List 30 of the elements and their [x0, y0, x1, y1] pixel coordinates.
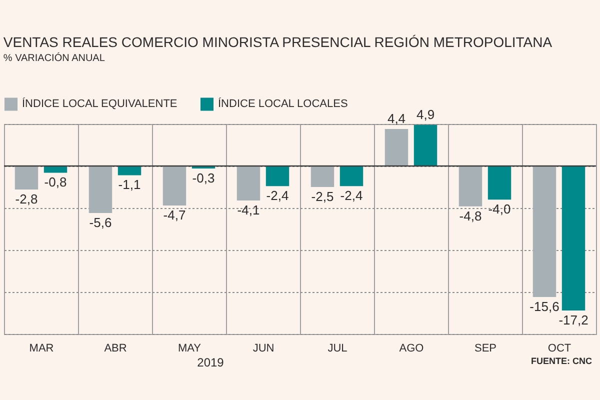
- x-tick-label: MAY: [178, 342, 202, 354]
- data-label: -4,8: [459, 208, 482, 224]
- data-label: -17,2: [558, 312, 588, 328]
- x-axis-title: 2019: [197, 356, 224, 370]
- x-tick-label: MAR: [29, 342, 54, 354]
- data-label: -0,3: [192, 170, 215, 186]
- legend-label: ÍNDICE LOCAL LOCALES: [218, 97, 348, 110]
- data-label: -2,5: [311, 189, 334, 204]
- source-note: FUENTE: CNC: [531, 356, 592, 366]
- data-label: -4,7: [163, 207, 186, 222]
- data-label: -4,0: [488, 202, 511, 217]
- legend-label: ÍNDICE LOCAL EQUIVALENTE: [22, 97, 178, 110]
- data-label: -15,6: [530, 299, 560, 314]
- data-label: -4,1: [237, 202, 260, 218]
- data-label: 4,4: [387, 111, 406, 126]
- x-tick-label: SEP: [474, 342, 497, 354]
- x-tick-label: AGO: [399, 342, 424, 354]
- data-label: -2,8: [15, 192, 38, 207]
- chart-title: VENTAS REALES COMERCIO MINORISTA PRESENCIAL REGIÓN METROPOLITANA: [3, 34, 553, 50]
- x-tick-label: ABR: [104, 342, 127, 354]
- chart-subtitle: % VARIACIÓN ANUAL: [3, 52, 106, 64]
- data-label: -2,4: [340, 188, 363, 204]
- data-label: -5,6: [89, 215, 112, 230]
- x-tick-label: JUL: [328, 342, 348, 354]
- data-label: 4,9: [416, 106, 435, 122]
- x-tick-label: JUN: [252, 342, 274, 354]
- data-label: -0,8: [44, 174, 67, 190]
- x-tick-label: OCT: [548, 342, 572, 354]
- data-label: -2,4: [266, 188, 289, 204]
- data-label: -1,1: [118, 177, 141, 192]
